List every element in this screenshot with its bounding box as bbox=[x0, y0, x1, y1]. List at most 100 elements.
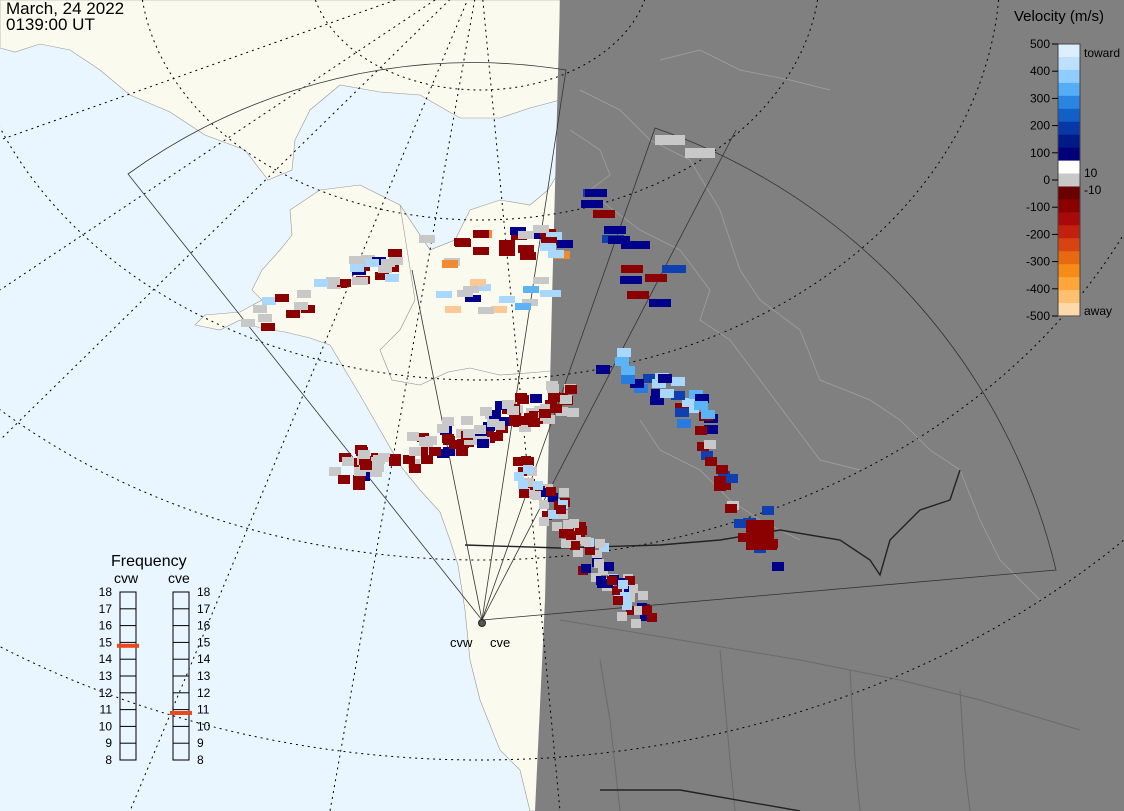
scatter-cell bbox=[634, 606, 644, 615]
scatter-cell bbox=[337, 279, 351, 287]
frequency-panel: Frequency cvw cve 1817161514131211109818… bbox=[99, 553, 211, 767]
scatter-cell bbox=[581, 537, 591, 546]
scatter-cell bbox=[353, 475, 365, 484]
frequency-tick-label: 15 bbox=[99, 635, 113, 649]
scatter-cell bbox=[507, 406, 519, 415]
scatter-cell bbox=[658, 374, 672, 383]
frequency-tick-label: 14 bbox=[197, 652, 211, 666]
arctic-islands-landmass bbox=[0, 0, 561, 181]
scatter-cell bbox=[573, 548, 583, 557]
scatter-cell bbox=[577, 526, 587, 535]
scatter-cell bbox=[520, 252, 536, 260]
scatter-cell bbox=[655, 135, 685, 145]
velocity-colorbar-ticks: 500 400 300 200 100 0 -100 -200 -300 -400 -500 bbox=[1026, 37, 1058, 323]
scatter-cell bbox=[275, 294, 289, 302]
scatter-cell bbox=[592, 550, 602, 559]
scatter-cell bbox=[258, 314, 272, 322]
scatter-cell bbox=[539, 409, 551, 418]
scatter-cell bbox=[522, 299, 538, 306]
scatter-cell bbox=[704, 425, 718, 434]
scatter-cell bbox=[608, 236, 630, 244]
scatter-cell bbox=[570, 541, 580, 550]
scatter-cell bbox=[650, 396, 664, 405]
scatter-cell bbox=[671, 377, 685, 386]
scatter-cell bbox=[566, 531, 576, 540]
scatter-cell bbox=[704, 440, 716, 449]
scatter-cell bbox=[409, 464, 421, 473]
scatter-cell bbox=[563, 520, 573, 529]
frequency-tick-label: 18 bbox=[99, 585, 113, 599]
scatter-cell bbox=[523, 286, 539, 293]
scatter-cell bbox=[558, 510, 568, 519]
scatter-cell bbox=[675, 403, 689, 412]
scatter-cell bbox=[262, 297, 276, 305]
scatter-cell bbox=[645, 274, 667, 282]
frequency-tick-label: 10 bbox=[99, 719, 113, 733]
scatter-cell bbox=[714, 476, 726, 485]
date-label: March, 24 2022 bbox=[6, 0, 125, 18]
scatter-cell bbox=[642, 606, 652, 615]
colorbar-segment bbox=[1058, 95, 1080, 110]
scatter-cell bbox=[370, 468, 382, 477]
scatter-cell bbox=[556, 505, 566, 514]
scatter-cell bbox=[626, 606, 636, 615]
frequency-tick-label: 12 bbox=[99, 686, 113, 700]
scatter-cell bbox=[442, 260, 458, 268]
scatter-cell bbox=[662, 265, 686, 273]
frequency-tick-label: 10 bbox=[197, 719, 211, 733]
scatter-cell bbox=[594, 559, 604, 568]
scatter-cell bbox=[456, 447, 468, 456]
scatter-cell bbox=[625, 576, 635, 585]
scatter-cell bbox=[359, 456, 371, 465]
country-border bbox=[464, 469, 961, 811]
scatter-cell bbox=[634, 384, 648, 393]
scatter-cell bbox=[533, 481, 543, 490]
scatter-cell bbox=[685, 404, 699, 413]
scatter-cell bbox=[294, 302, 308, 310]
scatter-cell bbox=[463, 429, 475, 438]
scatter-cell bbox=[705, 457, 717, 466]
scatter-cell bbox=[329, 467, 341, 476]
state-boundaries bbox=[559, 619, 1081, 811]
scatter-cell bbox=[477, 439, 489, 448]
scatter-cell bbox=[615, 357, 629, 366]
scatter-cell bbox=[548, 493, 558, 502]
scatter-cell bbox=[552, 522, 562, 531]
scatter-cell bbox=[652, 379, 666, 388]
scatter-cell bbox=[388, 249, 402, 257]
colorbar-segment bbox=[1058, 108, 1080, 123]
colorbar-segment bbox=[1058, 69, 1080, 84]
colorbar-segment bbox=[1058, 173, 1080, 188]
colorbar-segment bbox=[1058, 303, 1080, 317]
scatter-cell bbox=[535, 486, 545, 495]
scatter-cell bbox=[550, 404, 562, 413]
frequency-marker bbox=[170, 711, 192, 715]
colorbar-segment bbox=[1058, 186, 1080, 201]
scatter-cell bbox=[338, 475, 350, 484]
scatter-cell bbox=[746, 520, 774, 550]
velocity-tick-label: -200 bbox=[1026, 227, 1050, 241]
colorbar-segment bbox=[1058, 57, 1080, 71]
frequency-tick-label: 11 bbox=[197, 703, 210, 717]
scatter-cell bbox=[514, 472, 524, 481]
velocity-tick-label: 300 bbox=[1030, 91, 1050, 105]
frequency-tick-label: 12 bbox=[197, 686, 211, 700]
scatter-cell bbox=[495, 401, 507, 410]
scatter-cell bbox=[671, 391, 685, 400]
scatter-cell bbox=[565, 385, 577, 394]
scatter-cell bbox=[719, 481, 731, 490]
frequency-radar-cvw-label: cvw bbox=[114, 570, 139, 586]
scatter-cell bbox=[389, 457, 401, 466]
scatter-cell bbox=[560, 395, 572, 404]
scatter-cell bbox=[546, 487, 556, 496]
scatter-cell bbox=[515, 303, 531, 310]
scatter-cell bbox=[604, 562, 614, 571]
scatter-cell bbox=[539, 500, 549, 509]
scatter-cell bbox=[540, 404, 552, 413]
colorbar-segment bbox=[1058, 264, 1080, 278]
scatter-cell bbox=[519, 489, 529, 498]
scatter-cell bbox=[478, 307, 494, 314]
scatter-cell bbox=[342, 457, 354, 466]
